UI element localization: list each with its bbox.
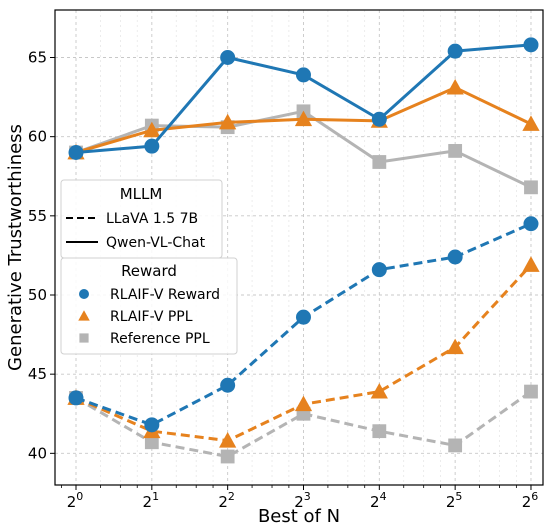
series-llava-1-5-7b-rlaif-v-ppl — [67, 256, 540, 448]
x-tick-label: 23 — [294, 490, 311, 511]
data-point — [220, 377, 236, 393]
plot-frame — [54, 9, 544, 486]
data-point — [144, 435, 159, 450]
legend-marker — [79, 333, 89, 343]
data-point — [295, 67, 311, 83]
data-point — [523, 37, 539, 53]
data-point — [144, 138, 160, 154]
data-point — [372, 155, 387, 169]
data-point — [370, 382, 388, 399]
axes: 20 21 22 23 24 25 26 40 45 50 55 60 65 — [28, 49, 538, 512]
legend-title-reward: Reward — [121, 262, 177, 280]
x-tick-label: 20 — [67, 490, 84, 511]
x-tick-label: 22 — [218, 490, 235, 511]
data-point — [448, 144, 463, 158]
legend-title-mllm: MLLM — [120, 185, 163, 203]
y-tick-label: 55 — [28, 207, 47, 225]
x-tick-label: 21 — [143, 490, 160, 511]
series-group — [67, 37, 540, 464]
data-point — [220, 50, 236, 65]
data-point — [522, 256, 540, 272]
legends: MLLM LLaVA 1.5 7B Qwen-VL-Chat Reward RLAIF-… — [60, 179, 238, 355]
data-point — [294, 110, 313, 127]
data-point — [371, 111, 387, 127]
x-axis-title: Best of N — [258, 506, 340, 527]
data-point — [523, 216, 539, 232]
legend-label: RLAIF-V PPL — [110, 309, 193, 325]
data-point — [447, 249, 463, 265]
legend-box-reward — [60, 257, 238, 355]
data-point — [524, 384, 538, 399]
y-tick-label: 50 — [28, 286, 47, 304]
legend-marker — [78, 310, 90, 321]
data-point — [220, 449, 235, 464]
data-point — [144, 417, 160, 433]
data-point — [448, 438, 463, 453]
legend-label: LLaVA 1.5 7B — [106, 211, 198, 227]
data-point — [219, 432, 237, 448]
data-point — [143, 121, 161, 138]
data-point — [294, 395, 313, 412]
series-llava-1-5-7b-rlaif-v-reward — [68, 216, 539, 433]
x-tick-label: 24 — [370, 490, 387, 511]
data-point — [371, 262, 387, 278]
y-tick-label: 65 — [28, 49, 47, 67]
x-tick-label: 26 — [522, 490, 539, 511]
x-tick-label: 25 — [446, 490, 463, 511]
data-point — [446, 338, 464, 355]
data-point — [295, 309, 311, 325]
data-point — [524, 180, 538, 195]
y-axis-title: Generative Trustworthiness — [5, 124, 26, 371]
y-tick-label: 45 — [28, 365, 47, 383]
legend-marker — [79, 289, 89, 299]
data-point — [372, 424, 387, 439]
data-point — [68, 145, 84, 160]
y-tick-label: 60 — [28, 128, 47, 146]
y-tick-label: 40 — [28, 444, 47, 462]
grid — [55, 10, 543, 485]
data-point — [447, 43, 463, 59]
legend-label: Qwen-VL-Chat — [106, 235, 206, 251]
data-point — [522, 115, 540, 131]
data-point — [446, 78, 464, 95]
series-qwen-vl-chat-rlaif-v-reward — [68, 37, 539, 160]
legend-label: RLAIF-V Reward — [110, 287, 220, 303]
legend-label: Reference PPL — [110, 331, 210, 347]
data-point — [219, 113, 237, 130]
data-point — [68, 390, 84, 406]
